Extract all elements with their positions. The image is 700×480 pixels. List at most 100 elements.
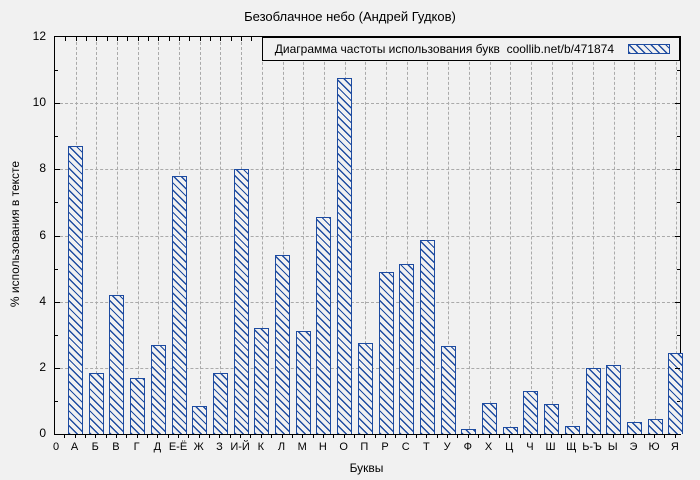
bar-О (337, 78, 353, 434)
x-tick-label-Щ: Щ (566, 441, 577, 453)
bar-И-Й (233, 169, 249, 434)
h-gridline-4 (55, 301, 680, 303)
bar-Д (150, 344, 166, 434)
x-tick-mark (75, 37, 77, 41)
bar-Ю (647, 419, 663, 434)
y-tick-mark (55, 169, 60, 171)
y-minor-tick-mark (55, 400, 58, 402)
x-tick-mark (550, 434, 552, 438)
h-gridline-10 (55, 103, 680, 105)
y-tick-mark (55, 235, 60, 237)
x-tick-mark (229, 434, 231, 438)
x-tick-mark (147, 37, 149, 41)
x-tick-mark (105, 434, 107, 438)
x-tick-label-Д: Д (153, 441, 162, 453)
y-tick-label-12: 12 (32, 29, 46, 43)
v-gridline-У (448, 37, 450, 434)
v-gridline-Ш (551, 37, 553, 434)
x-tick-mark (281, 434, 283, 438)
x-tick-label-В: В (112, 441, 120, 453)
x-tick-label-К: К (257, 441, 265, 453)
x-tick-label-Л: Л (277, 441, 286, 453)
y-tick-mark (55, 367, 60, 369)
y-tick-mark (675, 367, 680, 369)
x-tick-mark (188, 434, 190, 438)
x-tick-mark (343, 434, 345, 438)
h-gridline-6 (55, 235, 680, 237)
x-tick-mark (74, 434, 76, 438)
y-minor-tick-mark (55, 70, 58, 72)
x-tick-mark (353, 434, 355, 438)
y-tick-label-6: 6 (39, 227, 46, 242)
x-tick-mark (189, 37, 191, 41)
x-tick-mark (364, 434, 366, 438)
x-tick-mark (250, 434, 252, 438)
x-tick-mark (302, 434, 304, 438)
v-gridline-Л (282, 37, 284, 434)
x-tick-mark (612, 434, 614, 438)
x-tick-mark (64, 434, 66, 438)
x-tick-mark (230, 37, 232, 41)
x-tick-mark (167, 434, 169, 438)
v-gridline-Щ (572, 37, 574, 434)
x-tick-label-Э: Э (629, 441, 638, 453)
h-gridline-8 (55, 169, 680, 171)
bar-Р (378, 271, 394, 434)
x-tick-mark (210, 37, 212, 41)
v-gridline-Ы (613, 37, 615, 434)
x-tick-label-Е-Ё: Е-Ё (168, 441, 188, 453)
x-tick-mark (405, 434, 407, 438)
x-tick-label-Ц: Ц (505, 441, 514, 453)
bar-Е-Ё (171, 175, 187, 434)
x-tick-mark (416, 434, 418, 438)
x-tick-mark (664, 434, 666, 438)
x-tick-mark (333, 434, 335, 438)
v-gridline-Б (96, 37, 98, 434)
bar-Б (88, 372, 104, 434)
x-tick-label-Я: Я (670, 441, 679, 453)
x-tick-label-О: О (339, 441, 348, 453)
x-tick-mark (385, 434, 386, 438)
v-gridline-С (406, 37, 408, 434)
y-minor-tick-mark (55, 334, 58, 336)
bar-Э (626, 422, 642, 434)
v-gridline-Д (158, 37, 160, 434)
x-tick-mark (436, 434, 438, 438)
x-tick-label-П: П (360, 441, 369, 453)
v-gridline-Ц (510, 37, 512, 434)
x-tick-mark (540, 434, 542, 438)
x-tick-label-И-Й: И-Й (230, 441, 250, 453)
bar-К (254, 328, 270, 434)
x-tick-mark (322, 434, 324, 438)
v-gridline-Х (489, 37, 491, 434)
x-tick-mark (509, 434, 511, 438)
x-tick-mark (581, 434, 583, 438)
x-tick-mark (106, 37, 108, 41)
x-tick-mark (654, 434, 656, 438)
x-tick-mark (519, 434, 521, 438)
bar-Ь-Ъ (585, 367, 601, 434)
x-tick-mark (219, 434, 221, 438)
x-tick-mark (571, 434, 573, 438)
bar-Ц (502, 427, 518, 434)
bar-Х (482, 402, 497, 434)
x-tick-mark (168, 37, 170, 41)
x-tick-label-Ю: Ю (648, 441, 660, 453)
x-tick-mark (478, 434, 480, 438)
bar-Л (275, 255, 290, 434)
x-axis-title: Буквы (349, 461, 384, 475)
bar-У (440, 346, 456, 434)
bar-Ч (523, 391, 539, 434)
bar-Я (668, 352, 684, 434)
y-tick-mark (55, 301, 60, 303)
x-tick-label-Х: Х (484, 441, 493, 453)
bar-В (109, 295, 125, 434)
x-tick-label-А: А (70, 441, 79, 453)
x-tick-mark (126, 434, 128, 438)
v-gridline-Г (137, 37, 139, 434)
x-tick-mark (199, 37, 201, 41)
x-tick-mark (65, 37, 67, 41)
bar-Г (130, 377, 146, 434)
x-tick-mark (95, 434, 97, 438)
y-minor-tick-mark (677, 136, 680, 138)
